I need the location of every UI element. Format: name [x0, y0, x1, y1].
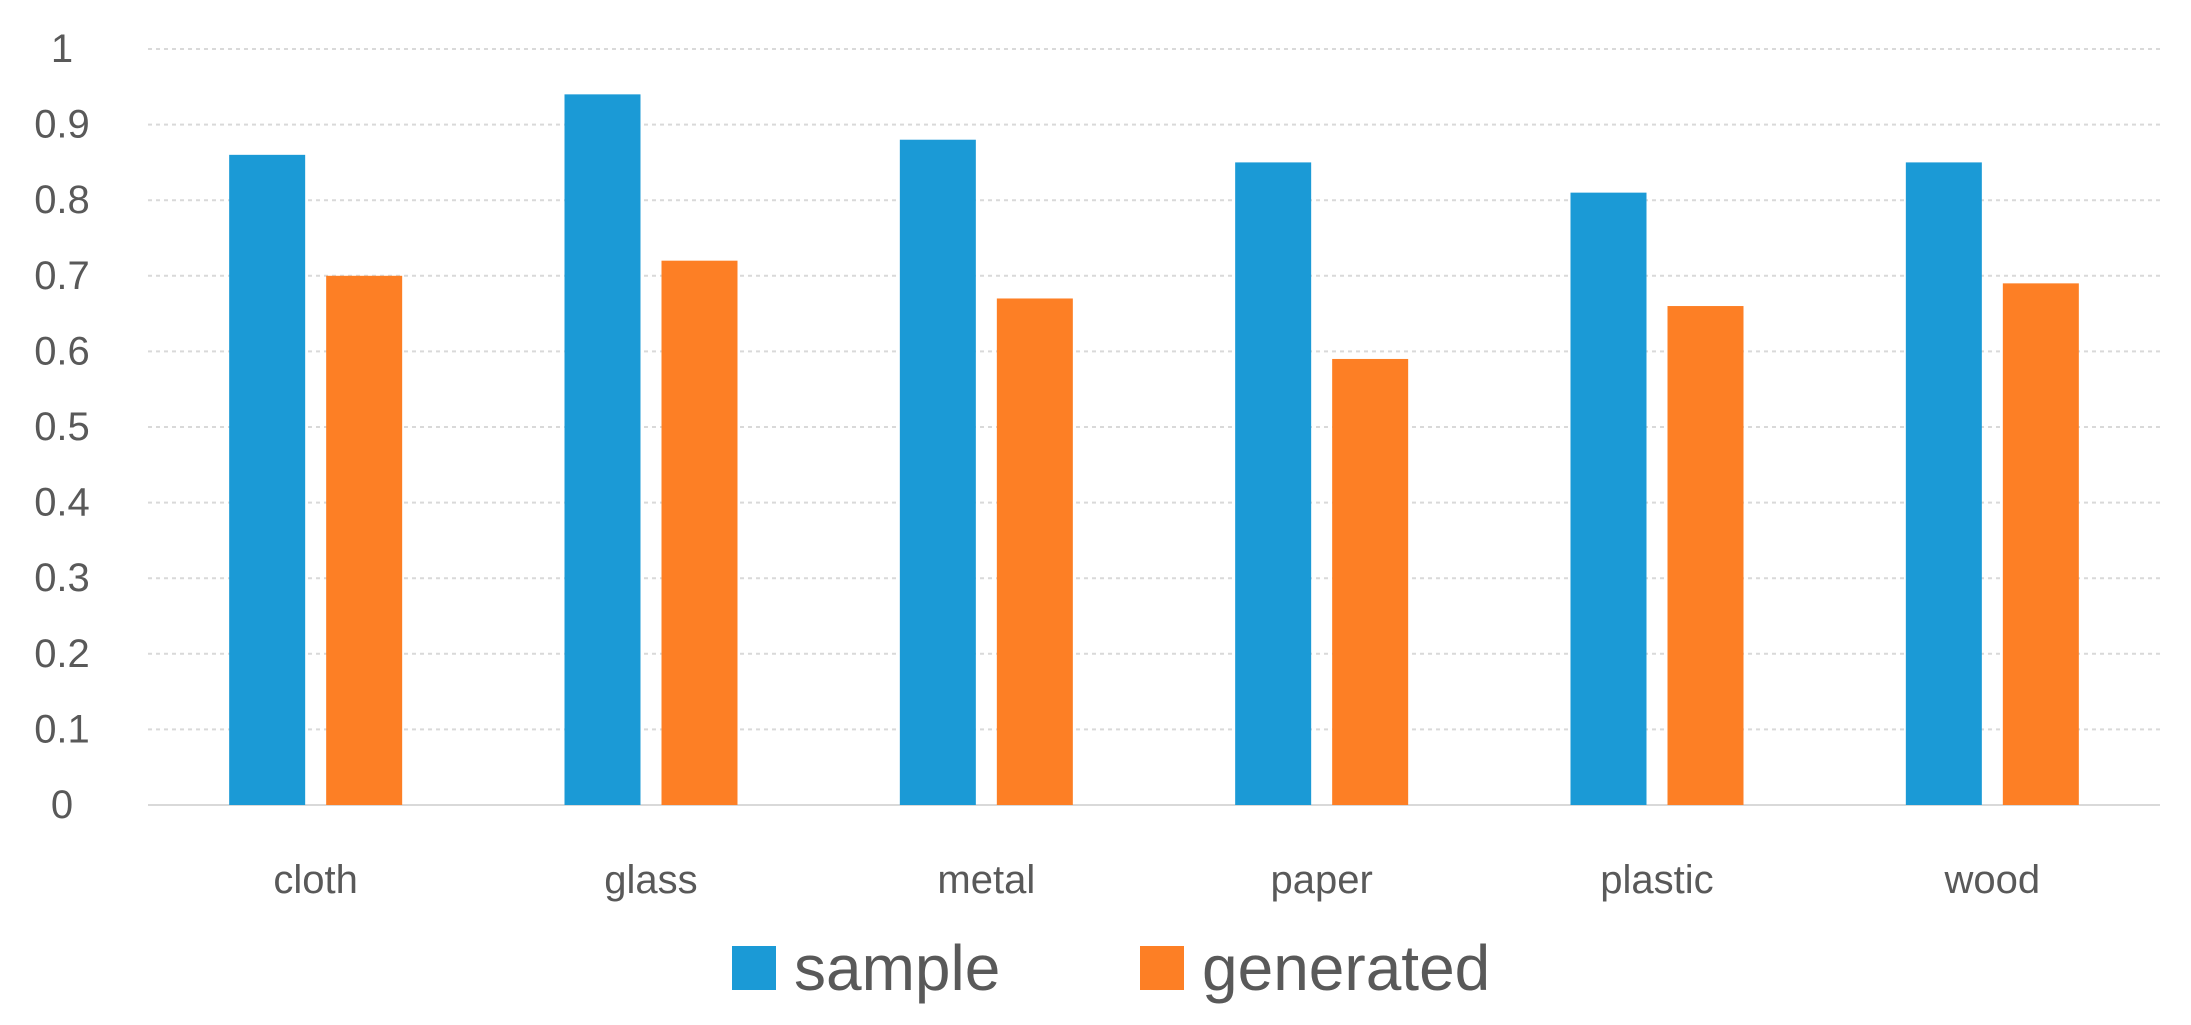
x-category-label: glass — [604, 858, 697, 902]
legend-label-generated: generated — [1202, 932, 1490, 1004]
y-tick-label: 0.7 — [34, 254, 90, 298]
bar-sample-plastic — [1570, 192, 1647, 805]
x-category-label: paper — [1271, 858, 1373, 902]
y-tick-label: 0.4 — [34, 481, 90, 525]
bar-generated-cloth — [326, 275, 403, 805]
bar-generated-plastic — [1667, 306, 1744, 805]
y-tick-label: 0 — [51, 783, 73, 827]
y-tick-label: 0.3 — [34, 556, 90, 600]
bars — [229, 94, 2079, 806]
legend-swatch-sample — [732, 946, 776, 990]
bar-sample-wood — [1905, 162, 1982, 805]
y-tick-label: 0.9 — [34, 103, 90, 147]
y-tick-label: 0.5 — [34, 405, 90, 449]
y-tick-label: 0.8 — [34, 178, 90, 222]
x-axis-categories: cloth glass metal paper plastic wood — [273, 858, 2040, 902]
legend-swatch-generated — [1140, 946, 1184, 990]
legend: sample generated — [732, 932, 1490, 1004]
bar-sample-paper — [1235, 162, 1312, 805]
bar-sample-cloth — [229, 154, 306, 806]
bar-sample-glass — [564, 94, 641, 806]
gridlines — [148, 48, 2160, 806]
y-tick-label: 0.6 — [34, 329, 90, 373]
legend-label-sample: sample — [794, 932, 1000, 1004]
bar-generated-glass — [661, 260, 738, 805]
x-category-label: cloth — [273, 858, 358, 902]
y-tick-label: 1 — [51, 27, 73, 71]
y-axis-ticks: 0 0.1 0.2 0.3 0.4 0.5 0.6 0.7 0.8 0.9 1 — [34, 27, 90, 827]
bar-generated-metal — [996, 298, 1073, 805]
y-tick-label: 0.1 — [34, 707, 90, 751]
x-category-label: metal — [937, 858, 1035, 902]
bar-sample-metal — [899, 139, 976, 806]
bar-generated-paper — [1332, 358, 1409, 805]
x-category-label: plastic — [1600, 858, 1713, 902]
bar-generated-wood — [2002, 283, 2079, 805]
y-tick-label: 0.2 — [34, 632, 90, 676]
x-category-label: wood — [1944, 858, 2041, 902]
